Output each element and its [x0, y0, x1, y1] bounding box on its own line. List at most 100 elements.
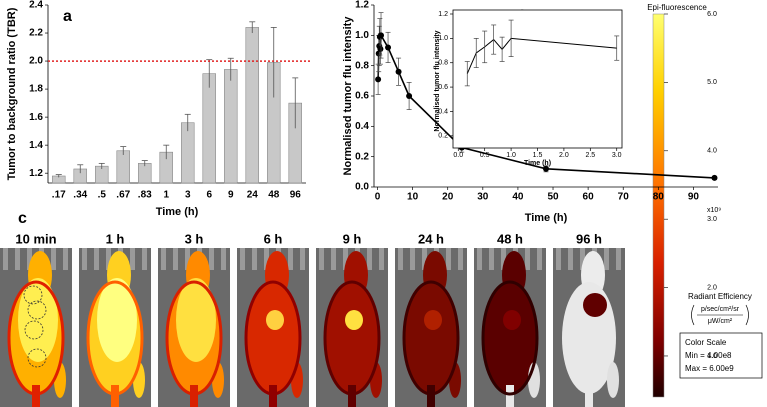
cage-bar — [501, 248, 506, 270]
mouse-body — [325, 282, 379, 394]
x-tick-label: .67 — [116, 190, 130, 201]
x-axis-label: Time (h) — [156, 206, 199, 218]
y-tick-label: 1.2 — [355, 0, 369, 11]
x-tick-label: .5 — [98, 190, 107, 201]
data-point — [395, 68, 402, 75]
mouse-tail — [269, 385, 277, 407]
roi-circle — [24, 320, 44, 340]
y-tick-label: 0.2 — [438, 133, 448, 140]
x-tick-label: 96 — [290, 190, 302, 201]
cage-bar — [161, 248, 166, 270]
bar — [181, 122, 195, 184]
cage-bar — [27, 248, 32, 270]
y-tick-label: 1.0 — [355, 30, 369, 41]
cage-bar — [142, 248, 147, 270]
cage-bar — [580, 248, 585, 270]
unit-denominator: μW/cm² — [708, 318, 733, 325]
roi-circle — [27, 300, 47, 320]
data-point — [543, 165, 549, 172]
x-axis-label: Time (h) — [525, 212, 568, 224]
panel-label: a — [63, 8, 72, 25]
unit-parens — [691, 304, 749, 326]
time-label: 6 h — [264, 231, 283, 246]
y-tick-label: 0.0 — [355, 182, 369, 193]
color-tick-label: 1.0 — [707, 353, 717, 360]
y-tick-label: 1.0 — [438, 35, 448, 42]
time-label: 9 h — [343, 231, 362, 246]
y-tick-label: 1.2 — [438, 11, 448, 18]
signal-edge — [481, 280, 539, 396]
cage-bar — [130, 248, 135, 270]
cage-bar — [288, 248, 293, 270]
x-tick-label: 3.0 — [612, 152, 622, 159]
color-bar — [652, 13, 665, 398]
cage-bar — [616, 248, 621, 270]
time-label: 48 h — [497, 231, 523, 246]
cage-bar — [240, 248, 245, 270]
y-tick-label: 0.6 — [355, 91, 369, 102]
bar — [202, 73, 217, 184]
inset-frame — [452, 9, 623, 149]
y-tick-label: 0.4 — [355, 121, 369, 132]
cage-bar — [63, 248, 68, 270]
cage-bar — [379, 248, 384, 270]
mouse-leg — [607, 362, 619, 398]
y-tick-label: 0.6 — [438, 84, 448, 91]
data-point — [711, 174, 718, 181]
cage-bar — [477, 248, 482, 270]
cage-bar — [173, 248, 178, 270]
x-tick-label: 40 — [512, 192, 524, 203]
cage-bar — [82, 248, 87, 270]
y-tick-label: 0.4 — [438, 108, 448, 115]
x-tick-label: 48 — [268, 190, 280, 201]
y-tick-label: 0.8 — [438, 60, 448, 67]
x-tick-label: 1 — [163, 190, 169, 201]
cage-bar — [331, 248, 336, 270]
bar — [116, 150, 131, 184]
y-axis-label: Normalised tumor flu intensity — [342, 16, 354, 176]
signal-edge — [7, 280, 65, 396]
color-tick-label: 3.0 — [707, 216, 717, 223]
y-tick-label: 2.4 — [29, 0, 43, 11]
signal-edge — [402, 280, 460, 396]
signal-edge — [165, 280, 223, 396]
panel-label: c — [18, 210, 27, 227]
cage-bar — [51, 248, 56, 270]
x-tick-label: 0 — [375, 192, 381, 203]
cage-bar — [410, 248, 415, 270]
signal-patch — [583, 293, 607, 317]
x-tick-label: 1.5 — [533, 152, 543, 159]
y-tick-label: 1.6 — [29, 112, 43, 123]
signal-core — [266, 310, 284, 330]
x-tick-label: 20 — [442, 192, 454, 203]
color-scale-title: Epi-fluorescence — [647, 3, 707, 12]
x-tick-label: 90 — [688, 192, 700, 203]
y-tick-label: 0.2 — [355, 151, 369, 162]
cage-bar — [422, 248, 427, 270]
mouse-tail — [348, 385, 356, 407]
max-label: Max = 6.00e9 — [685, 364, 734, 373]
time-label: 24 h — [418, 231, 444, 246]
y-tick-label: 1.8 — [29, 84, 43, 95]
y-axis-label: Normalised tumor flu intensity — [434, 30, 441, 131]
cage-bar — [343, 248, 348, 270]
mouse-tail — [111, 385, 119, 407]
cage-bar — [94, 248, 99, 270]
mouse-tail — [32, 385, 40, 407]
cage-bar — [221, 248, 226, 270]
x-tick-label: 2.0 — [559, 152, 569, 159]
data-point — [385, 44, 392, 51]
time-label: 96 h — [576, 231, 602, 246]
cage-bar — [15, 248, 20, 270]
color-tick-label: 5.0 — [707, 79, 717, 86]
cage-bar — [252, 248, 257, 270]
signal-core — [345, 310, 363, 330]
cage-bar — [604, 248, 609, 270]
mouse-body — [404, 282, 458, 394]
data-point — [378, 32, 385, 39]
mouse-tail — [585, 385, 593, 407]
time-label: 1 h — [106, 231, 125, 246]
mouse-body — [246, 282, 300, 394]
mouse-body — [483, 282, 537, 394]
